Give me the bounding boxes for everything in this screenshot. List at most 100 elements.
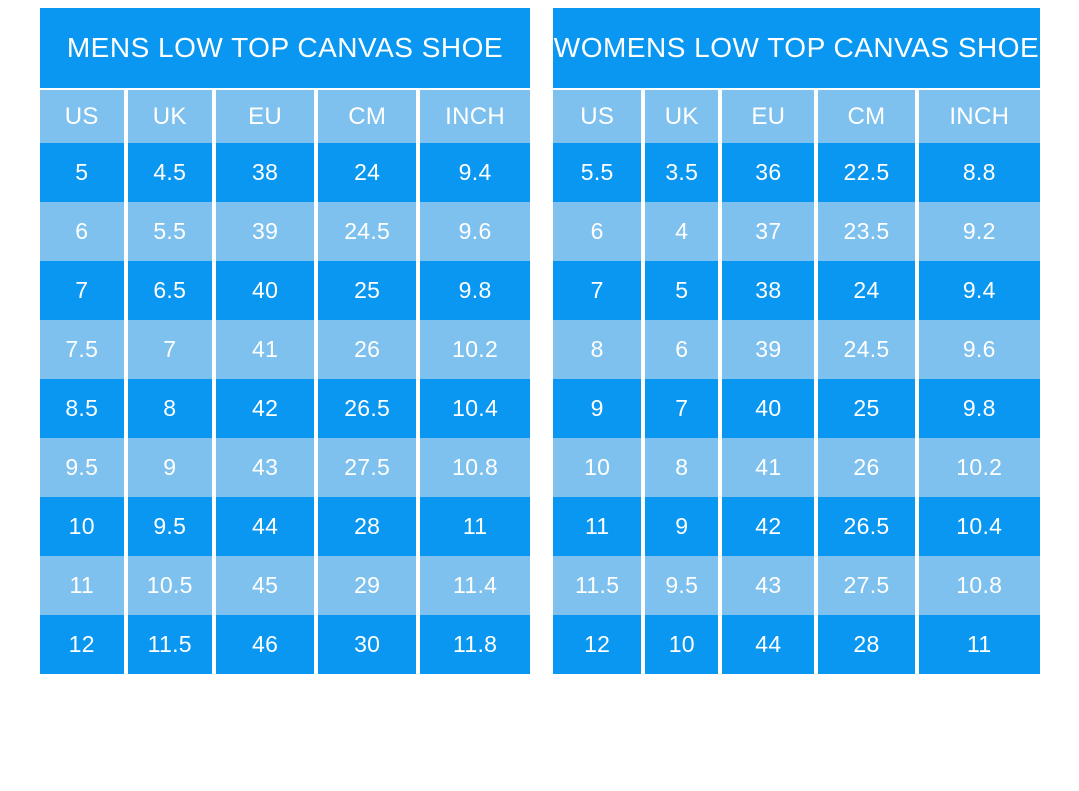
column-header: US <box>40 90 124 143</box>
size-cell: 7 <box>127 320 213 379</box>
size-cell: 7.5 <box>40 320 124 379</box>
column-header: EU <box>216 90 315 143</box>
size-cell: 46 <box>216 615 315 674</box>
womens-size-table: WOMENS LOW TOP CANVAS SHOE US UK EU CM INCH 5… <box>553 8 1040 674</box>
size-cell: 5.5 <box>127 202 213 261</box>
size-cell: 7 <box>40 261 124 320</box>
size-cell: 10.4 <box>420 379 530 438</box>
size-cell: 25 <box>818 379 915 438</box>
size-cell: 26.5 <box>318 379 417 438</box>
size-cell: 9 <box>127 438 213 497</box>
size-cell: 40 <box>216 261 315 320</box>
womens-table-grid: US UK EU CM INCH 5.5 3.5 36 22.5 8.8 6 4 37 23.5 9.2 7 5… <box>553 90 1040 674</box>
size-cell: 10.8 <box>918 556 1040 615</box>
column-header: INCH <box>420 90 530 143</box>
size-cell: 10 <box>40 497 124 556</box>
size-cell: 9 <box>553 379 642 438</box>
size-cell: 5 <box>40 143 124 202</box>
size-cell: 45 <box>216 556 315 615</box>
size-cell: 26.5 <box>818 497 915 556</box>
size-cell: 43 <box>216 438 315 497</box>
size-cell: 11 <box>420 497 530 556</box>
size-cell: 9.8 <box>918 379 1040 438</box>
size-cell: 40 <box>722 379 815 438</box>
size-cell: 24.5 <box>318 202 417 261</box>
size-cell: 6 <box>645 320 719 379</box>
size-cell: 36 <box>722 143 815 202</box>
size-cell: 10 <box>553 438 642 497</box>
size-cell: 39 <box>216 202 315 261</box>
size-cell: 8 <box>553 320 642 379</box>
size-cell: 9.5 <box>127 497 213 556</box>
size-cell: 11 <box>918 615 1040 674</box>
size-cell: 6 <box>40 202 124 261</box>
size-cell: 43 <box>722 556 815 615</box>
size-cell: 22.5 <box>818 143 915 202</box>
size-cell: 11.8 <box>420 615 530 674</box>
size-cell: 38 <box>722 261 815 320</box>
size-cell: 9 <box>645 497 719 556</box>
mens-table-grid: US UK EU CM INCH 5 4.5 38 24 9.4 6 5.5 39 24.5 9.6 7 6.5… <box>40 90 530 674</box>
size-cell: 44 <box>216 497 315 556</box>
size-cell: 24.5 <box>818 320 915 379</box>
size-cell: 9.4 <box>918 261 1040 320</box>
size-cell: 5.5 <box>553 143 642 202</box>
size-cell: 7 <box>553 261 642 320</box>
size-cell: 9.8 <box>420 261 530 320</box>
size-cell: 8 <box>127 379 213 438</box>
size-cell: 6 <box>553 202 642 261</box>
size-cell: 39 <box>722 320 815 379</box>
size-cell: 9.4 <box>420 143 530 202</box>
size-cell: 10.2 <box>918 438 1040 497</box>
size-cell: 9.5 <box>40 438 124 497</box>
size-cell: 3.5 <box>645 143 719 202</box>
size-cell: 9.5 <box>645 556 719 615</box>
column-header: CM <box>818 90 915 143</box>
size-cell: 11.5 <box>127 615 213 674</box>
size-cell: 10.8 <box>420 438 530 497</box>
column-header: INCH <box>918 90 1040 143</box>
size-cell: 41 <box>722 438 815 497</box>
column-header: CM <box>318 90 417 143</box>
size-cell: 9.6 <box>918 320 1040 379</box>
size-cell: 24 <box>318 143 417 202</box>
size-cell: 25 <box>318 261 417 320</box>
column-header: US <box>553 90 642 143</box>
size-cell: 10 <box>645 615 719 674</box>
size-cell: 11.5 <box>553 556 642 615</box>
size-cell: 41 <box>216 320 315 379</box>
size-cell: 28 <box>318 497 417 556</box>
size-cell: 12 <box>40 615 124 674</box>
size-cell: 8.8 <box>918 143 1040 202</box>
size-cell: 30 <box>318 615 417 674</box>
size-cell: 8 <box>645 438 719 497</box>
womens-table-title: WOMENS LOW TOP CANVAS SHOE <box>553 8 1040 88</box>
size-cell: 26 <box>318 320 417 379</box>
size-cell: 42 <box>722 497 815 556</box>
mens-table-title: MENS LOW TOP CANVAS SHOE <box>40 8 530 88</box>
size-cell: 24 <box>818 261 915 320</box>
size-cell: 6.5 <box>127 261 213 320</box>
size-cell: 5 <box>645 261 719 320</box>
size-cell: 11.4 <box>420 556 530 615</box>
size-cell: 27.5 <box>818 556 915 615</box>
column-header: UK <box>645 90 719 143</box>
column-header: EU <box>722 90 815 143</box>
size-cell: 10.5 <box>127 556 213 615</box>
size-cell: 10.4 <box>918 497 1040 556</box>
size-cell: 9.2 <box>918 202 1040 261</box>
size-cell: 42 <box>216 379 315 438</box>
size-cell: 26 <box>818 438 915 497</box>
size-cell: 4.5 <box>127 143 213 202</box>
size-cell: 37 <box>722 202 815 261</box>
size-cell: 23.5 <box>818 202 915 261</box>
size-cell: 7 <box>645 379 719 438</box>
size-cell: 38 <box>216 143 315 202</box>
size-cell: 4 <box>645 202 719 261</box>
size-cell: 12 <box>553 615 642 674</box>
size-cell: 11 <box>553 497 642 556</box>
size-cell: 44 <box>722 615 815 674</box>
size-cell: 28 <box>818 615 915 674</box>
size-cell: 8.5 <box>40 379 124 438</box>
